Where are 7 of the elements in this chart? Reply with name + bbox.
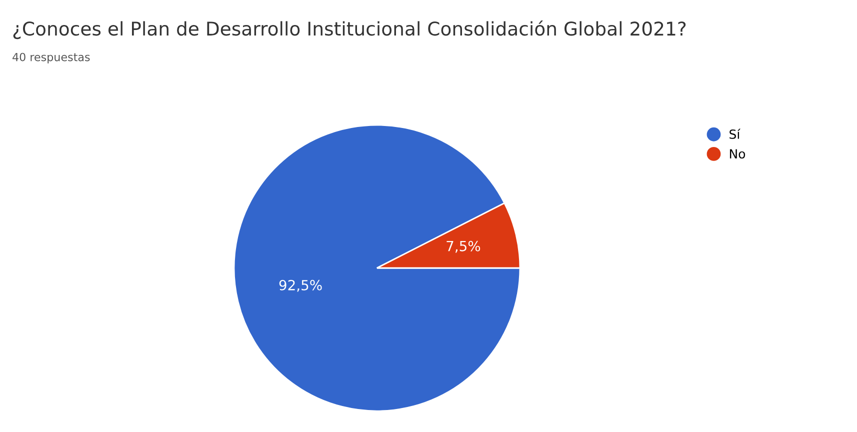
data-label: 7,5%	[446, 240, 480, 253]
pie-slice	[233, 124, 521, 412]
legend-label: Sí	[730, 128, 740, 139]
data-label: 92,5%	[279, 280, 322, 292]
legend-label: No	[730, 149, 746, 159]
chart-title: ¿Conoces el Plan de Desarrollo Institucional Consolidación Global 2021?	[13, 20, 686, 40]
text: 40 respuestas	[12, 52, 90, 64]
